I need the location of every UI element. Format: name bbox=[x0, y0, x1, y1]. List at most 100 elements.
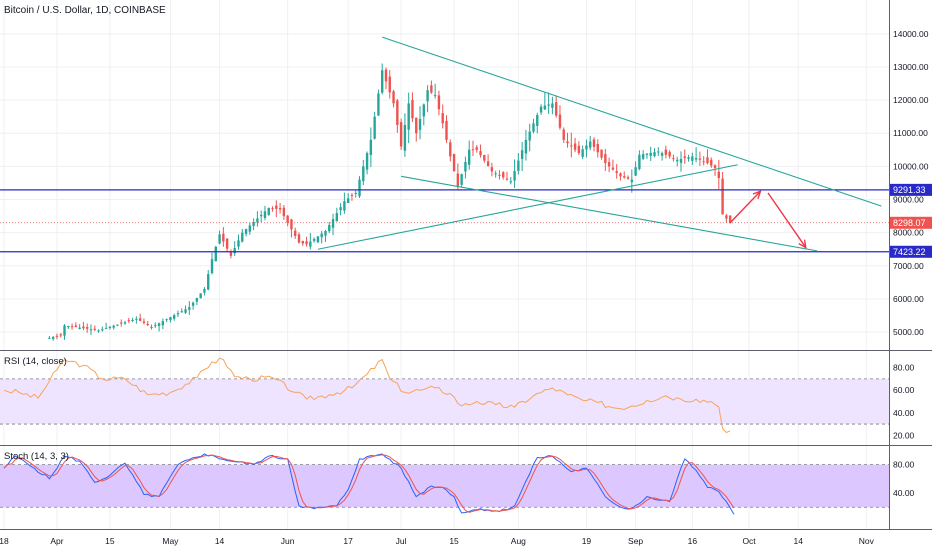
candle-body bbox=[67, 326, 70, 328]
price-tick-label: 8000.00 bbox=[893, 228, 924, 238]
time-tick-label: 15 bbox=[449, 536, 459, 546]
candle-body bbox=[422, 104, 426, 117]
candle-body bbox=[267, 207, 270, 215]
time-axis[interactable]: 18 Apr 15 May 14 Jun 17 Jul 15 Aug 19 Sep 16 Oct 14 Nov bbox=[0, 536, 875, 546]
candle-body bbox=[328, 225, 331, 232]
candle-body bbox=[331, 219, 335, 228]
stoch-tick-label: 80.00 bbox=[893, 460, 915, 470]
candle-body bbox=[528, 131, 531, 141]
candle-body bbox=[415, 117, 418, 134]
candle-body bbox=[706, 157, 709, 164]
candle-body bbox=[112, 325, 115, 328]
candle-body bbox=[615, 171, 618, 174]
candle-body bbox=[641, 154, 645, 159]
candle-body bbox=[589, 141, 592, 148]
candle-body bbox=[123, 322, 127, 324]
candle-body bbox=[229, 251, 233, 256]
level-price-label: 9291.33 bbox=[893, 185, 926, 195]
time-tick-label: 14 bbox=[793, 536, 803, 546]
level-price-label: 7423.22 bbox=[893, 247, 926, 257]
price-pane[interactable] bbox=[0, 36, 889, 341]
time-tick-label: 14 bbox=[215, 536, 225, 546]
candle-body bbox=[275, 205, 278, 209]
candle-body bbox=[256, 218, 259, 223]
candle-body bbox=[138, 318, 142, 321]
candle-body bbox=[430, 85, 433, 93]
candle-body bbox=[449, 142, 452, 157]
candle-body bbox=[676, 159, 679, 162]
candle-body bbox=[600, 149, 603, 158]
candle-body bbox=[48, 337, 51, 339]
candle-body bbox=[297, 234, 301, 243]
candle-body bbox=[626, 177, 630, 179]
candle-body bbox=[309, 241, 312, 247]
chart-grid bbox=[0, 0, 889, 529]
candle-body bbox=[630, 179, 634, 183]
candle-body bbox=[619, 173, 622, 177]
candle-body bbox=[536, 115, 539, 126]
candle-body bbox=[668, 152, 671, 157]
candle-body bbox=[82, 326, 85, 329]
candle-body bbox=[388, 76, 391, 93]
candle-body bbox=[604, 154, 607, 164]
candle-body bbox=[154, 325, 157, 327]
candle-body bbox=[131, 319, 134, 321]
candle-body bbox=[441, 113, 444, 124]
stoch-k-line bbox=[3, 453, 735, 515]
candle-body bbox=[554, 102, 558, 116]
candle-body bbox=[694, 158, 698, 160]
candle-body bbox=[592, 139, 596, 147]
candle-body bbox=[86, 327, 89, 329]
candle-body bbox=[483, 154, 486, 161]
candle-body bbox=[324, 231, 327, 236]
candle-body bbox=[713, 165, 717, 169]
candle-body bbox=[362, 166, 365, 182]
candle-body bbox=[225, 238, 229, 249]
candle-body bbox=[222, 233, 225, 242]
candle-body bbox=[184, 309, 187, 313]
candle-body bbox=[169, 317, 172, 321]
candle-body bbox=[350, 194, 354, 196]
stoch-pane[interactable] bbox=[0, 453, 889, 515]
candle-body bbox=[532, 123, 535, 132]
candle-body bbox=[596, 143, 599, 153]
time-tick-label: 19 bbox=[582, 536, 592, 546]
candle-body bbox=[687, 157, 690, 159]
last-price-box bbox=[890, 216, 932, 229]
candle-body bbox=[411, 100, 414, 119]
rsi-tick-label: 20.00 bbox=[893, 430, 915, 440]
candle-body bbox=[581, 149, 584, 157]
candle-body bbox=[271, 208, 274, 210]
candle-body bbox=[702, 161, 705, 163]
candle-body bbox=[172, 315, 176, 319]
candle-body bbox=[524, 139, 528, 154]
candle-body bbox=[135, 318, 138, 320]
candle-body bbox=[653, 152, 656, 157]
projection-arrow bbox=[767, 192, 807, 248]
candle-body bbox=[539, 106, 543, 113]
level-price-box bbox=[890, 183, 932, 196]
candle-body bbox=[320, 233, 323, 238]
candle-body bbox=[683, 156, 686, 159]
candle-body bbox=[161, 321, 165, 326]
candle-body bbox=[263, 211, 267, 218]
candle-body bbox=[672, 158, 675, 160]
price-axis[interactable]: 5000.00 6000.00 7000.00 8000.00 9000.00 10000… bbox=[890, 29, 932, 498]
candle-body bbox=[252, 222, 255, 227]
candle-body bbox=[305, 241, 308, 245]
candle-body bbox=[513, 170, 516, 181]
candle-body bbox=[316, 236, 320, 243]
rsi-tick-label: 80.00 bbox=[893, 363, 915, 373]
candle-body bbox=[558, 114, 562, 128]
candle-body bbox=[195, 298, 199, 302]
time-tick-label: Aug bbox=[511, 536, 526, 546]
candle-body bbox=[717, 171, 721, 178]
candle-body bbox=[294, 230, 297, 236]
candle-body bbox=[611, 167, 615, 170]
rsi-label: RSI (14, close) bbox=[4, 356, 67, 367]
candle-body bbox=[358, 179, 361, 197]
candle-body bbox=[698, 158, 702, 160]
projection-arrow-head bbox=[752, 190, 762, 200]
candle-body bbox=[570, 145, 573, 147]
rsi-pane[interactable] bbox=[0, 357, 889, 434]
